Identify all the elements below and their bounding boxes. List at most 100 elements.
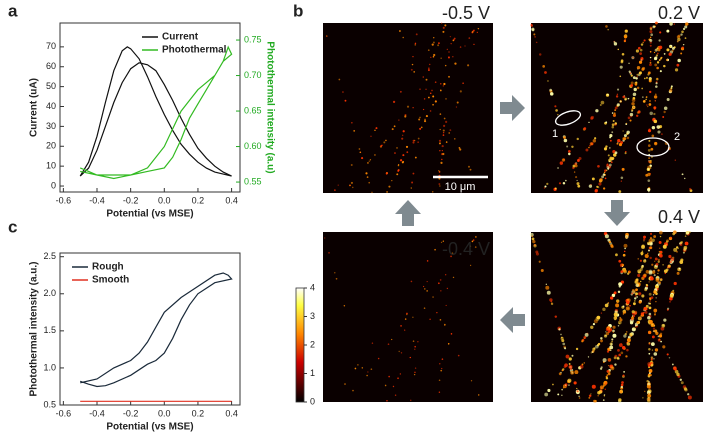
image-speckle — [676, 63, 680, 67]
image-speckle — [647, 148, 651, 152]
image-speckle — [649, 319, 653, 324]
image-speckle — [414, 44, 417, 46]
image-speckle — [655, 85, 658, 88]
image-speckle — [613, 356, 617, 360]
image-speckle — [632, 289, 636, 293]
image-speckle — [629, 112, 634, 117]
image-speckle — [635, 278, 639, 282]
image-speckle — [431, 89, 433, 92]
image-speckle — [624, 97, 628, 101]
image-speckle — [607, 93, 609, 96]
image-speckle — [670, 257, 675, 262]
image-speckle — [424, 288, 426, 290]
image-speckle — [440, 241, 443, 244]
microscopy-image — [323, 22, 493, 194]
image-speckle — [646, 379, 649, 383]
image-speckle — [605, 169, 608, 172]
image-speckle — [588, 394, 592, 398]
image-speckle — [438, 391, 441, 393]
y-axis-label: Current (uA) — [29, 78, 40, 137]
series-line — [80, 272, 233, 388]
image-speckle — [589, 145, 591, 147]
image-speckle — [606, 166, 610, 169]
image-speckle — [654, 100, 657, 102]
image-speckle — [643, 240, 645, 242]
image-speckle — [613, 42, 618, 46]
image-speckle — [653, 274, 656, 277]
image-speckle — [673, 247, 678, 252]
image-speckle — [618, 190, 622, 193]
image-speckle — [450, 333, 453, 335]
image-speckle — [370, 135, 372, 138]
image-speckle — [620, 180, 622, 182]
image-speckle — [367, 162, 369, 164]
image-speckle — [637, 258, 640, 260]
image-speckle — [422, 285, 425, 288]
image-speckle — [417, 141, 419, 143]
image-speckle — [610, 161, 613, 164]
image-speckle — [429, 110, 432, 112]
image-speckle — [412, 55, 414, 58]
image-speckle — [672, 289, 675, 292]
image-speckle — [532, 240, 536, 244]
image-speckle — [663, 53, 666, 55]
image-speckle — [681, 173, 684, 176]
image-speckle — [616, 357, 620, 360]
image-speckle — [473, 29, 475, 31]
image-speckle — [677, 37, 681, 42]
image-speckle — [406, 151, 409, 154]
image-speckle — [648, 306, 652, 310]
image-speckle — [618, 259, 622, 263]
image-speckle — [568, 152, 571, 156]
image-speckle — [357, 364, 359, 366]
image-speckle — [397, 377, 399, 380]
image-speckle — [644, 310, 648, 314]
image-speckle — [612, 113, 616, 117]
image-speckle — [650, 276, 654, 281]
image-speckle — [566, 145, 569, 148]
legend-label: Photothermal — [162, 45, 227, 56]
series-line — [79, 45, 233, 180]
image-speckle — [567, 378, 572, 383]
image-speckle — [611, 112, 614, 114]
image-speckle — [673, 281, 677, 286]
image-speckle — [630, 81, 634, 85]
image-speckle — [571, 145, 574, 149]
image-speckle — [632, 92, 637, 97]
image-speckle — [646, 104, 648, 106]
image-speckle — [649, 161, 652, 164]
image-speckle — [684, 388, 688, 392]
image-speckle — [432, 296, 434, 298]
image-speckle — [366, 374, 368, 377]
image-speckle — [459, 90, 462, 93]
x-tick-label: 0.2 — [192, 408, 205, 418]
image-speckle — [374, 154, 376, 156]
image-speckle — [635, 114, 639, 117]
image-speckle — [635, 288, 638, 292]
image-speckle — [673, 23, 676, 25]
image-speckle — [414, 156, 417, 159]
image-speckle — [648, 78, 652, 81]
image-speckle — [631, 108, 634, 111]
image-speckle — [457, 354, 460, 357]
image-speckle — [648, 281, 650, 283]
image-speckle — [562, 387, 565, 389]
image-speckle — [462, 82, 464, 85]
image-speckle — [375, 127, 378, 130]
image-speckle — [639, 259, 643, 262]
image-speckle — [422, 108, 425, 111]
colorbar-tick-label: 3 — [310, 311, 315, 321]
image-speckle — [634, 280, 638, 284]
image-speckle — [535, 252, 540, 256]
image-speckle — [424, 118, 427, 121]
image-speckle — [623, 40, 626, 43]
image-speckle — [670, 236, 672, 239]
voltage-label: -0.5 V — [442, 3, 490, 23]
image-speckle — [396, 147, 398, 149]
image-speckle — [610, 349, 612, 352]
image-speckle — [540, 269, 544, 273]
image-speckle — [343, 305, 346, 307]
image-speckle — [647, 249, 650, 252]
image-speckle — [425, 115, 428, 118]
image-speckle — [625, 331, 628, 333]
